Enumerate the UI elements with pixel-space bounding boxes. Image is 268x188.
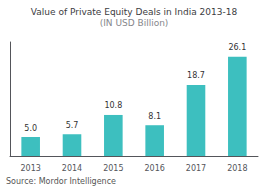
svg-text:Value of Private Equity Deals: Value of Private Equity Deals in India 2… (31, 7, 238, 17)
svg-text:5.0: 5.0 (24, 124, 37, 133)
svg-text:2014: 2014 (62, 164, 82, 173)
svg-text:26.1: 26.1 (228, 43, 246, 52)
svg-text:18.7: 18.7 (187, 71, 205, 80)
svg-text:5.7: 5.7 (66, 121, 79, 130)
svg-text:2018: 2018 (227, 164, 247, 173)
svg-text:(IN USD Billion): (IN USD Billion) (100, 18, 169, 28)
svg-text:2016: 2016 (144, 164, 164, 173)
svg-text:8.1: 8.1 (148, 112, 161, 121)
svg-text:2013: 2013 (20, 164, 40, 173)
svg-text:2017: 2017 (186, 164, 206, 173)
svg-text:2015: 2015 (103, 164, 123, 173)
svg-text:10.8: 10.8 (104, 101, 122, 110)
svg-text:Source: Mordor Intelligence: Source: Mordor Intelligence (6, 177, 116, 186)
